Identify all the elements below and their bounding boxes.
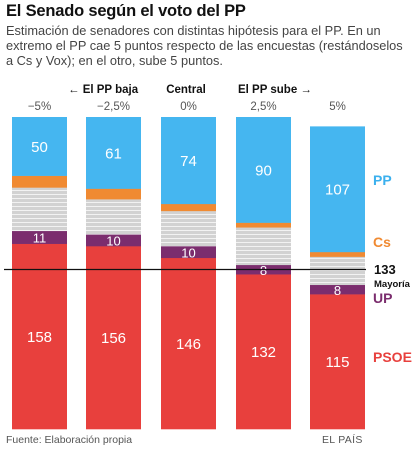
bar-segment-up: [161, 246, 216, 259]
data-label-up: 10: [106, 234, 120, 249]
bar-segment-pp: [86, 117, 141, 189]
publisher-brand: EL PAÍS: [322, 434, 363, 446]
bar-segment-psoe: [86, 246, 141, 430]
data-label-pp: 50: [31, 139, 48, 156]
bar-segment-pp: [12, 117, 67, 176]
data-label-up: 10: [181, 245, 195, 260]
bar-segment-pp: [161, 117, 216, 205]
data-label-pp: 74: [180, 153, 197, 170]
bar-segment-cs: [310, 251, 365, 257]
bar-segment-pp: [236, 117, 291, 223]
legend-cs: Cs: [373, 234, 391, 250]
bar-segment-psoe: [310, 294, 365, 430]
data-label-pp: 90: [255, 162, 272, 179]
data-label-psoe: 115: [326, 354, 350, 371]
data-label-pp: 107: [325, 182, 350, 199]
data-label-up: 11: [33, 231, 47, 246]
data-label-psoe: 158: [27, 329, 52, 346]
data-label-psoe: 156: [101, 330, 126, 347]
data-label-up: 8: [260, 263, 267, 278]
x-tick-label: −5%: [28, 101, 51, 113]
data-label-psoe: 132: [251, 344, 276, 361]
bar-segment-others: [12, 187, 67, 232]
bar-segment-others: [236, 227, 291, 266]
bar-segment-others: [86, 199, 141, 235]
bar-segment-cs: [236, 222, 291, 228]
bar-segment-cs: [161, 203, 216, 212]
legend-pp: PP: [373, 172, 392, 188]
x-tick-label: −2,5%: [97, 101, 130, 113]
bar-segment-cs: [86, 188, 141, 200]
legend-psoe: PSOE: [373, 349, 412, 365]
chart-title: El Senado según el voto del PP: [6, 2, 246, 20]
source-note: Fuente: Elaboración propia: [6, 434, 133, 446]
bar-segment-up: [86, 234, 141, 247]
chart-subtitle: Estimación de senadores con distintas hi…: [6, 23, 403, 68]
legend-up: UP: [373, 290, 392, 306]
bar-segment-pp: [310, 126, 365, 253]
x-tick-label: 5%: [329, 101, 346, 113]
annotation-pp-sube: El PP sube →: [238, 84, 312, 96]
data-label-psoe: 146: [176, 336, 201, 353]
annotation-pp-baja: ← El PP baja: [68, 84, 139, 96]
bar-segment-up: [310, 284, 365, 295]
x-tick-label: 2,5%: [250, 101, 276, 113]
data-label-up: 8: [334, 283, 341, 298]
bar-segment-others: [161, 210, 216, 247]
bar-segment-psoe: [12, 243, 67, 430]
bar-segment-psoe: [161, 257, 216, 430]
bar-segment-psoe: [236, 274, 291, 430]
bar-segment-others: [310, 256, 365, 286]
x-tick-label: 0%: [180, 101, 197, 113]
data-label-pp: 61: [105, 145, 122, 162]
annotation-central: Central: [166, 84, 206, 96]
bar-segment-cs: [12, 175, 67, 188]
bar-segment-up: [12, 230, 67, 244]
majority-label: Mayoría: [374, 279, 411, 290]
majority-value: 133: [374, 262, 396, 277]
